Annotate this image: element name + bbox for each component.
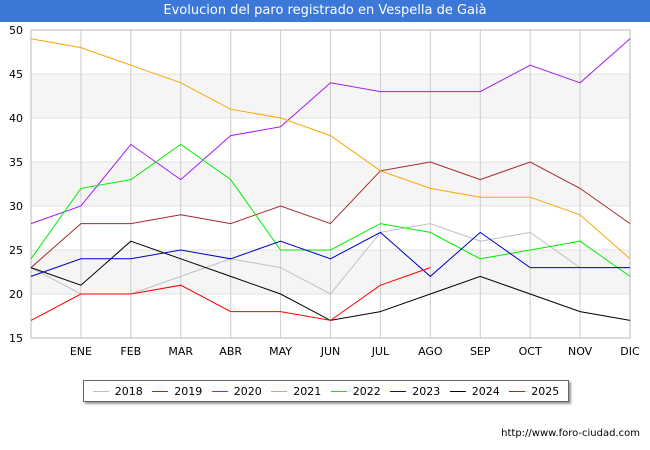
series-line-2020	[30, 38, 631, 225]
legend-label: 2022	[352, 384, 381, 398]
y-tick-label: 15	[9, 332, 23, 345]
x-tick-label: JUN	[320, 345, 341, 358]
y-tick-label: 50	[9, 24, 23, 37]
plot-frame	[30, 29, 631, 339]
x-tick-label: SEP	[470, 345, 491, 358]
legend: 2018 2019 2020 2021 2022 2023 2024 2025	[83, 380, 569, 402]
series-line-2019	[30, 161, 631, 268]
legend-label: 2023	[412, 384, 441, 398]
legend-swatch	[509, 390, 526, 392]
source-credit: http://www.foro-ciudad.com	[501, 428, 640, 439]
legend-item-2021: 2021	[271, 385, 321, 398]
legend-label: 2019	[174, 384, 203, 398]
series-line-2022	[30, 143, 631, 277]
legend-item-2025: 2025	[509, 385, 559, 398]
legend-swatch	[390, 390, 407, 392]
legend-swatch	[449, 390, 466, 392]
series-line-2021	[30, 38, 631, 260]
y-tick-label: 30	[9, 200, 23, 213]
legend-item-2020: 2020	[211, 384, 262, 398]
x-tick-label: FEB	[120, 345, 141, 358]
legend-swatch	[330, 390, 347, 392]
legend-item-2018: 2018	[92, 384, 143, 398]
x-tick-label: AGO	[418, 345, 443, 358]
legend-item-2024: 2024	[449, 384, 500, 398]
legend-label: 2021	[293, 384, 322, 398]
legend-label: 2025	[531, 384, 560, 398]
legend-swatch	[152, 390, 169, 392]
legend-item-2019: 2019	[152, 385, 202, 398]
x-tick-label: MAR	[168, 345, 193, 358]
legend-item-2023: 2023	[390, 385, 440, 398]
series-line-2023	[30, 231, 630, 278]
legend-label: 2018	[114, 384, 143, 398]
chart-title: Evolucion del paro registrado en Vespell…	[0, 0, 650, 22]
legend-item-2022: 2022	[330, 384, 381, 398]
y-tick-label: 35	[9, 156, 23, 169]
x-tick-label: ENE	[70, 345, 92, 358]
x-tick-label: NOV	[568, 345, 593, 358]
x-tick-label: JUL	[371, 345, 390, 358]
y-tick-label: 20	[9, 288, 23, 301]
legend-swatch	[271, 390, 288, 392]
legend-swatch	[211, 390, 228, 392]
legend-swatch	[92, 390, 109, 392]
x-tick-label: ABR	[219, 345, 242, 358]
x-tick-label: OCT	[519, 345, 542, 358]
legend-label: 2020	[233, 384, 262, 398]
legend-label: 2024	[471, 384, 500, 398]
y-tick-label: 45	[9, 68, 23, 81]
x-tick-label: MAY	[269, 345, 292, 358]
x-tick-label: DIC	[620, 345, 640, 358]
y-tick-label: 40	[9, 112, 23, 125]
y-tick-label: 25	[9, 244, 23, 257]
series-line-2025	[30, 267, 431, 321]
